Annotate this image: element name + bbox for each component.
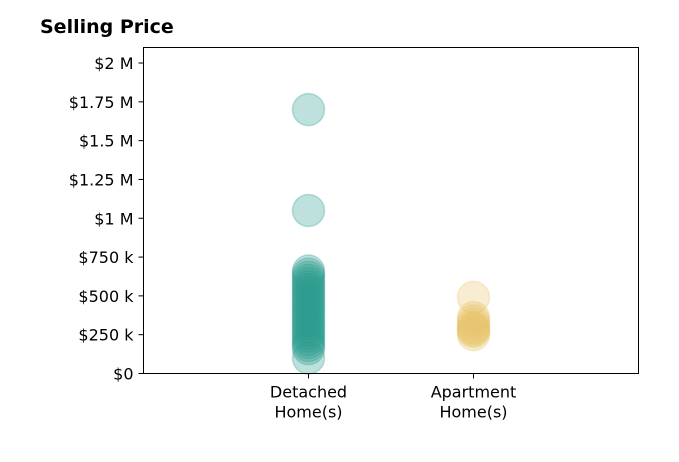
data-point-0-12 [291, 285, 326, 319]
data-point-0-1 [291, 193, 326, 228]
data-point-0-18 [291, 303, 326, 338]
data-point-0-21 [291, 313, 326, 347]
data-point-1-0 [456, 280, 491, 315]
data-point-0-6 [291, 266, 326, 301]
data-point-0-7 [291, 269, 326, 304]
data-point-0-8 [291, 272, 326, 307]
data-point-0-25 [291, 325, 326, 360]
data-point-0-16 [291, 297, 326, 332]
x-tick-label-1: Apartment Home(s) [431, 383, 517, 422]
data-point-0-10 [291, 279, 326, 313]
x-tick-label-0: Detached Home(s) [270, 383, 347, 422]
data-point-0-4 [291, 260, 326, 295]
plot-frame [143, 47, 639, 374]
data-point-0-0 [291, 92, 326, 127]
y-axis: $0 $250 k $500 k $750 k $1 M $1.25 M $1.5 M $1.… [69, 54, 144, 384]
data-point-1-6 [456, 313, 491, 347]
y-tick-label-8: $2 M [94, 54, 133, 73]
data-point-0-24 [291, 322, 326, 357]
data-point-0-2 [291, 254, 326, 288]
chart-title: Selling Price [40, 16, 174, 38]
data-point-0-13 [291, 288, 326, 322]
data-point-1-8 [456, 317, 491, 352]
data-point-0-5 [291, 263, 326, 298]
data-point-1-3 [456, 307, 491, 341]
data-point-0-20 [291, 310, 326, 344]
data-point-1-4 [456, 310, 491, 344]
y-tick-label-1: $250 k [78, 326, 134, 345]
y-tick-label-7: $1.75 M [69, 93, 134, 112]
data-point-0-22 [291, 316, 326, 350]
data-point-1-5 [456, 311, 491, 346]
data-point-0-14 [291, 291, 326, 326]
data-point-0-17 [291, 300, 326, 335]
data-point-0-23 [291, 319, 326, 353]
data-point-0-28 [291, 341, 326, 375]
data-point-0-26 [291, 328, 326, 363]
data-point-0-9 [291, 276, 326, 310]
y-tick-label-0: $0 [113, 365, 133, 384]
data-point-0-19 [291, 307, 326, 341]
y-tick-label-3: $750 k [78, 248, 134, 267]
data-point-0-3 [291, 257, 326, 291]
data-point-1-2 [456, 303, 491, 338]
y-tick-label-5: $1.25 M [69, 170, 134, 189]
data-point-0-11 [291, 282, 326, 316]
x-axis: Detached Home(s) Apartment Home(s) [270, 373, 517, 422]
data-point-1-1 [456, 300, 491, 335]
y-tick-label-2: $500 k [78, 287, 134, 306]
y-tick-label-6: $1.5 M [79, 132, 134, 151]
data-point-0-15 [291, 294, 326, 329]
data-point-1-7 [456, 314, 491, 349]
data-point-0-27 [291, 331, 326, 366]
y-tick-label-4: $1 M [94, 209, 133, 228]
